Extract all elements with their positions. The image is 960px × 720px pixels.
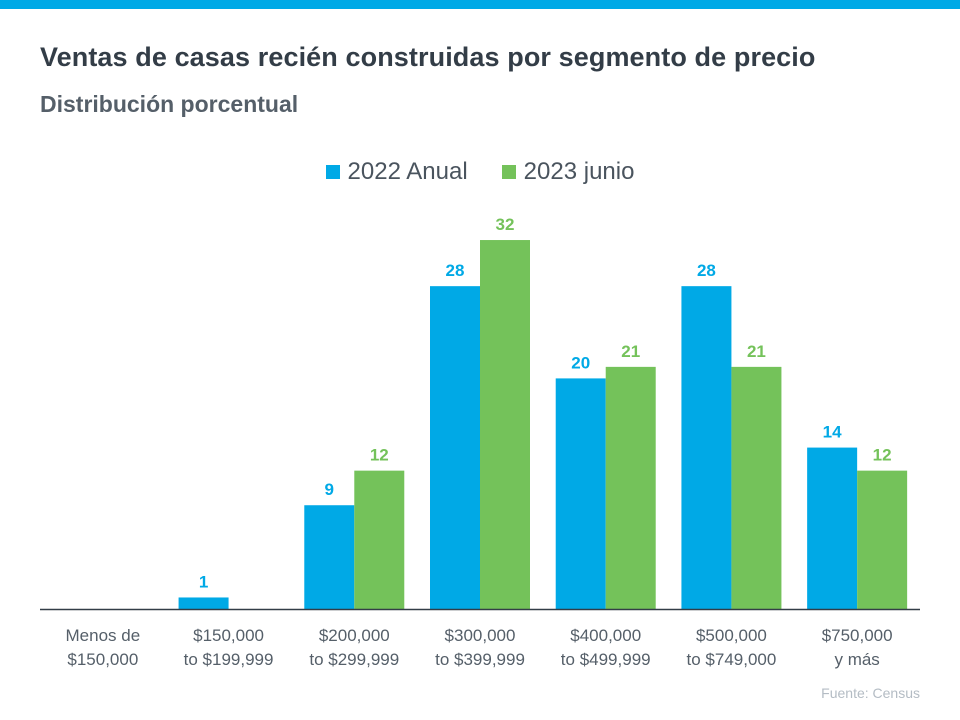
data-label-2022-1: 1 — [199, 572, 208, 591]
legend-label-2022: 2022 Anual — [347, 158, 468, 185]
data-label-2022-4: 20 — [571, 353, 590, 372]
data-label-2022-5: 28 — [697, 261, 716, 280]
data-label-2023-6: 12 — [873, 446, 892, 465]
legend-swatch-2022 — [325, 165, 340, 179]
bar-2022-6 — [807, 447, 858, 609]
x-tick-label-1: $150,000 to $199,999 — [184, 626, 274, 669]
data-label-2023-4: 21 — [621, 342, 640, 361]
x-tick-label-2: $200,000 to $299,999 — [309, 626, 399, 669]
bar-2022-2 — [304, 505, 355, 609]
legend: 2022 Anual 2023 junio — [0, 158, 960, 186]
chart-title: Ventas de casas recién construidas por s… — [40, 42, 816, 72]
bar-2023-6 — [857, 470, 908, 609]
bar-2022-3 — [430, 286, 480, 609]
x-tick-label-6: $750,000 y más — [822, 626, 893, 669]
data-label-2022-2: 9 — [325, 480, 334, 499]
bar-2023-5 — [731, 366, 782, 609]
bar-2022-4 — [555, 378, 606, 609]
bar-2023-2 — [354, 470, 405, 609]
chart-subtitle: Distribución porcentual — [40, 91, 299, 117]
bar-2022-1 — [178, 597, 229, 609]
data-label-2022-6: 14 — [823, 423, 842, 442]
x-tick-label-0: Menos de $150,000 — [66, 626, 141, 669]
x-tick-label-5: $500,000 to $749,000 — [687, 626, 777, 669]
legend-item-2022: 2022 Anual — [325, 158, 468, 186]
source-note: Fuente: Census — [821, 685, 920, 701]
data-label-2023-5: 21 — [747, 342, 766, 361]
x-tick-label-3: $300,000 to $399,999 — [435, 626, 525, 669]
legend-swatch-2023 — [501, 165, 516, 179]
legend-label-2023: 2023 junio — [523, 158, 635, 185]
bar-2022-5 — [681, 286, 732, 609]
bar-2023-3 — [480, 240, 530, 610]
x-tick-label-4: $400,000 to $499,999 — [561, 626, 651, 669]
top-accent-bar — [0, 0, 960, 9]
legend-item-2023: 2023 junio — [501, 158, 635, 186]
data-label-2023-2: 12 — [370, 446, 389, 465]
data-label-2023-3: 32 — [496, 215, 515, 234]
data-label-2022-3: 28 — [446, 261, 465, 280]
bar-2023-4 — [605, 366, 656, 609]
